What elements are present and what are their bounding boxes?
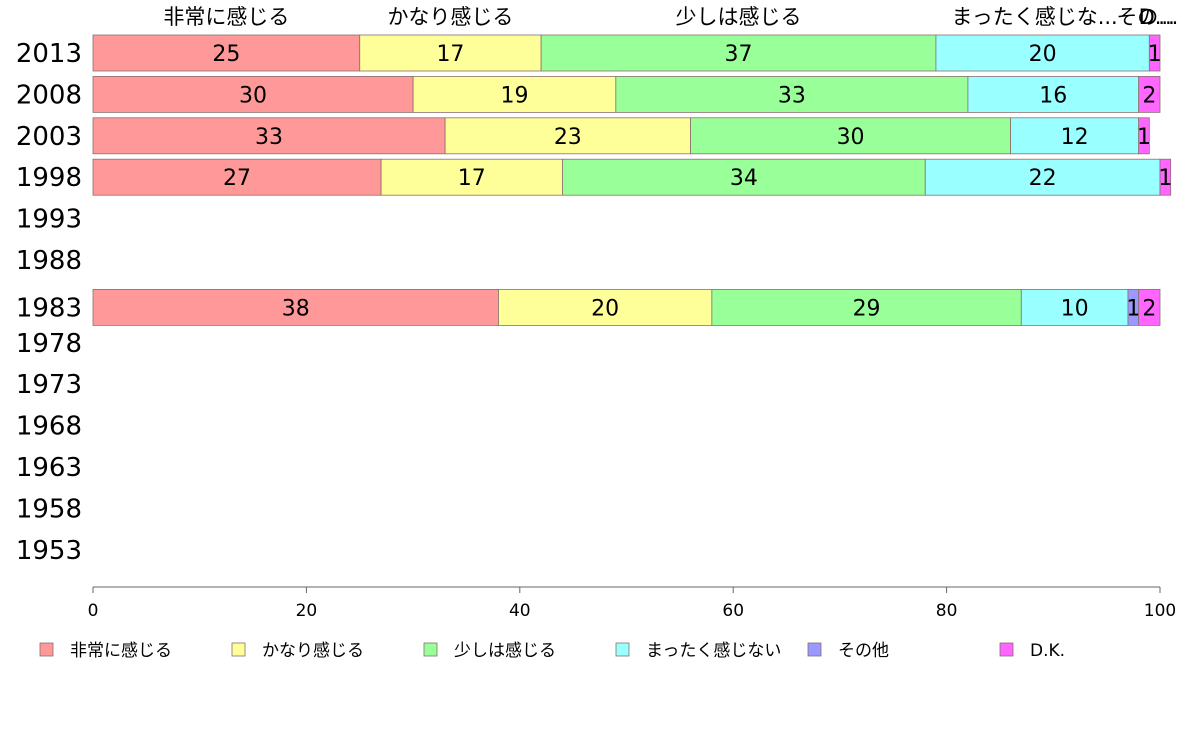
bar-value-label: 30	[837, 125, 865, 150]
bar-segment-1998-2	[562, 158, 926, 196]
y-tick-label: 1988	[16, 246, 82, 276]
legend-label: その他	[838, 641, 889, 661]
bar-value-label: 20	[591, 296, 619, 321]
bar-value-label: 10	[1061, 296, 1089, 321]
bar-segment-2008-3	[967, 76, 1140, 113]
bar-value-label: 22	[1029, 166, 1057, 191]
bar-value-label: 1	[1126, 296, 1140, 321]
top-category-label: その...	[1116, 5, 1178, 29]
bar-segment-1983-0	[92, 288, 499, 326]
bar-segment-2013-2	[540, 34, 937, 72]
x-tick-label: 60	[722, 601, 744, 621]
bar-value-label: 30	[239, 83, 267, 108]
legend-swatch	[423, 642, 438, 657]
x-tick-label: 0	[88, 601, 99, 621]
top-category-label: かなり感じる	[387, 5, 513, 29]
bar-segment-2003-1	[444, 117, 691, 155]
y-tick-label: 1953	[16, 536, 82, 566]
top-category-label: 非常に感じる	[163, 5, 289, 29]
bar-segment-2013-5	[1148, 34, 1161, 72]
y-tick-label: 1958	[16, 494, 82, 524]
legend-swatch	[999, 642, 1014, 657]
bar-value-label: 23	[554, 125, 582, 150]
bar-value-label: 2	[1142, 83, 1156, 108]
y-tick-label: 1968	[16, 412, 82, 442]
legend-label: 少しは感じる	[454, 641, 556, 661]
bar-value-label: 37	[725, 42, 753, 67]
bar-value-label: 2	[1142, 296, 1156, 321]
bar-segment-2008-5	[1138, 76, 1161, 113]
legend-label: D.K.	[1030, 641, 1065, 661]
bar-segment-2013-0	[92, 34, 361, 72]
y-tick-label: 1993	[16, 205, 82, 235]
top-category-label: まったく感じな...	[952, 5, 1118, 29]
bar-value-label: 29	[853, 296, 881, 321]
legend-swatch	[231, 642, 246, 657]
bar-segment-2008-2	[615, 76, 969, 113]
bar-value-label: 1	[1148, 42, 1162, 67]
top-category-label: 少しは感じる	[676, 5, 802, 29]
bar-value-label: 33	[255, 125, 283, 150]
bar-segment-2013-1	[359, 34, 542, 72]
bar-segment-2008-1	[412, 76, 617, 113]
bar-value-label: 33	[778, 83, 806, 108]
bar-value-label: 20	[1029, 42, 1057, 67]
y-tick-label: 1978	[16, 329, 82, 359]
bar-segment-2003-5	[1138, 117, 1150, 155]
y-tick-label: 1998	[16, 163, 82, 193]
bar-segment-1998-5	[1159, 158, 1172, 196]
bar-value-label: 27	[223, 166, 251, 191]
x-tick-label: 40	[509, 601, 531, 621]
y-tick-label: 2013	[16, 39, 82, 69]
bar-segment-2003-3	[1010, 117, 1140, 155]
bar-segment-1998-1	[380, 158, 563, 196]
legend-swatch	[807, 642, 822, 657]
bar-value-label: 12	[1061, 125, 1089, 150]
bar-segment-1983-2	[711, 288, 1022, 326]
bar-value-label: 1	[1158, 166, 1172, 191]
y-tick-label: 2003	[16, 122, 82, 152]
bar-value-label: 17	[458, 166, 486, 191]
bar-value-label: 1	[1137, 125, 1151, 150]
bar-segment-2008-0	[92, 76, 414, 113]
y-tick-label: 1983	[16, 293, 82, 323]
legend-label: 非常に感じる	[70, 641, 172, 661]
bar-value-label: 16	[1039, 83, 1067, 108]
legend-swatch	[39, 642, 54, 657]
legend-swatch	[615, 642, 630, 657]
bar-value-label: 38	[282, 296, 310, 321]
legend-label: かなり感じる	[262, 641, 364, 661]
legend-label: まったく感じない	[646, 641, 781, 661]
x-tick-label: 100	[1144, 601, 1176, 621]
x-tick-label: 20	[296, 601, 318, 621]
bar-value-label: 34	[730, 166, 758, 191]
bar-segment-2003-2	[690, 117, 1012, 155]
bar-segment-1998-3	[924, 158, 1161, 196]
y-tick-label: 1973	[16, 370, 82, 400]
y-tick-label: 2008	[16, 80, 82, 110]
bar-segment-1983-1	[498, 288, 713, 326]
x-tick-label: 80	[936, 601, 958, 621]
bar-segment-1998-0	[92, 158, 382, 196]
top-category-label: D...	[1139, 5, 1175, 29]
bar-segment-1983-5	[1138, 288, 1161, 326]
bar-value-label: 19	[500, 83, 528, 108]
y-tick-label: 1963	[16, 453, 82, 483]
bar-segment-2013-3	[935, 34, 1150, 72]
bar-value-label: 17	[436, 42, 464, 67]
bar-segment-1983-3	[1020, 288, 1129, 326]
bar-value-label: 25	[212, 42, 240, 67]
